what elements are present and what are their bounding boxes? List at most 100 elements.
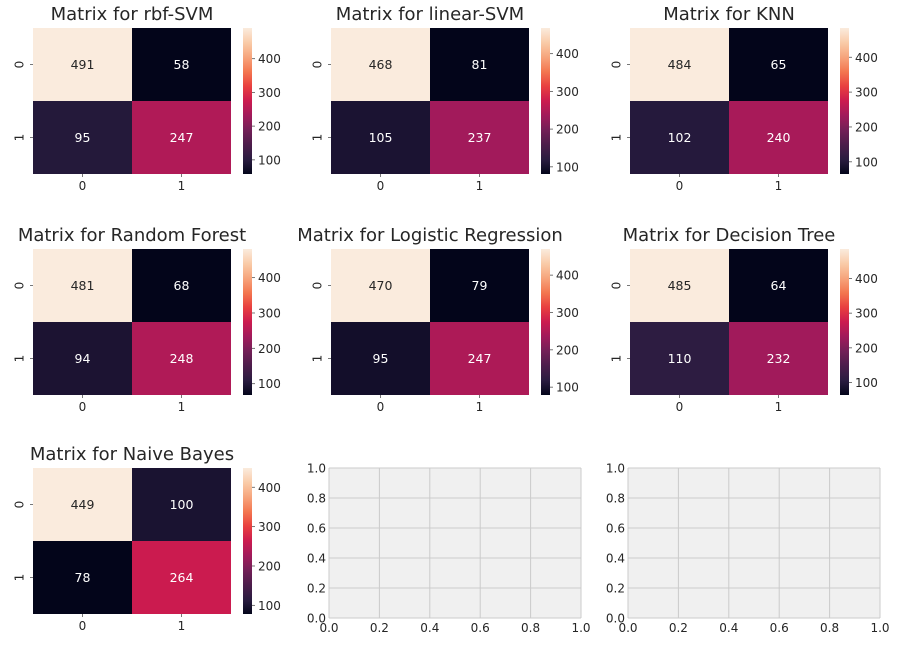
cell-value: 481 bbox=[71, 278, 95, 293]
cell-value: 78 bbox=[75, 570, 91, 585]
colorbar-tick-label: 200 bbox=[258, 120, 281, 134]
y-tick-label: 0 bbox=[311, 282, 325, 290]
y-tick-label: 0 bbox=[610, 282, 624, 290]
cell-value: 94 bbox=[75, 351, 91, 366]
y-tick-label: 0 bbox=[13, 61, 27, 69]
y-tick-label: 0.4 bbox=[307, 552, 326, 566]
heatmap-cell bbox=[33, 541, 132, 614]
heatmap-cell bbox=[331, 28, 430, 101]
heatmap-cell bbox=[729, 28, 828, 101]
x-tick-label: 1 bbox=[178, 179, 186, 193]
y-tick-label: 0.8 bbox=[606, 492, 625, 506]
heatmap-cell bbox=[331, 249, 430, 322]
heatmap-cell bbox=[729, 101, 828, 174]
x-tick-label: 0.6 bbox=[770, 621, 789, 635]
cell-value: 95 bbox=[373, 351, 389, 366]
cell-value: 102 bbox=[668, 130, 692, 145]
heatmap-title: Matrix for Decision Tree bbox=[623, 225, 836, 246]
heatmap-cell bbox=[630, 28, 729, 101]
x-tick-label: 0.0 bbox=[319, 621, 338, 635]
y-tick-label: 1 bbox=[13, 574, 27, 582]
colorbar-tick-label: 100 bbox=[258, 153, 281, 167]
heatmap-cell bbox=[630, 249, 729, 322]
y-tick-label: 1 bbox=[311, 134, 325, 142]
x-tick-label: 0 bbox=[79, 400, 87, 414]
y-tick-label: 1.0 bbox=[307, 462, 326, 476]
y-tick-label: 1 bbox=[13, 134, 27, 142]
colorbar-tick-label: 400 bbox=[258, 52, 281, 66]
x-tick-label: 0 bbox=[377, 400, 385, 414]
heatmap-cell bbox=[33, 101, 132, 174]
cell-value: 264 bbox=[170, 570, 194, 585]
y-tick-label: 1 bbox=[13, 355, 27, 363]
colorbar-tick-label: 400 bbox=[556, 269, 579, 283]
colorbar bbox=[541, 28, 550, 174]
x-tick-label: 1 bbox=[476, 179, 484, 193]
heatmap-title: Matrix for Naive Bayes bbox=[30, 444, 234, 465]
x-tick-label: 1 bbox=[178, 400, 186, 414]
y-tick-label: 0.6 bbox=[307, 522, 326, 536]
y-tick-label: 0.0 bbox=[606, 612, 625, 626]
colorbar bbox=[541, 249, 550, 395]
y-tick-label: 0 bbox=[610, 61, 624, 69]
heatmap-cell bbox=[33, 322, 132, 395]
colorbar-tick-label: 300 bbox=[556, 306, 579, 320]
heatmap-cell bbox=[132, 249, 231, 322]
x-tick-label: 0 bbox=[676, 179, 684, 193]
colorbar bbox=[840, 249, 849, 395]
x-tick-label: 0.2 bbox=[669, 621, 688, 635]
x-tick-label: 0.6 bbox=[471, 621, 490, 635]
cell-value: 95 bbox=[75, 130, 91, 145]
x-tick-label: 0 bbox=[377, 179, 385, 193]
x-tick-label: 0 bbox=[676, 400, 684, 414]
heatmap-cell bbox=[132, 468, 231, 541]
colorbar-tick-label: 100 bbox=[258, 599, 281, 613]
colorbar-tick-label: 100 bbox=[855, 376, 878, 390]
cell-value: 100 bbox=[170, 497, 194, 512]
cell-value: 240 bbox=[767, 130, 791, 145]
colorbar-tick-label: 400 bbox=[556, 47, 579, 61]
cell-value: 470 bbox=[369, 278, 393, 293]
colorbar-tick-label: 300 bbox=[556, 85, 579, 99]
cell-value: 68 bbox=[174, 278, 190, 293]
y-tick-label: 1 bbox=[610, 355, 624, 363]
y-tick-label: 0.6 bbox=[606, 522, 625, 536]
heatmap-title: Matrix for linear-SVM bbox=[336, 4, 524, 25]
colorbar-tick-label: 200 bbox=[258, 559, 281, 573]
cell-value: 64 bbox=[771, 278, 787, 293]
colorbar-tick-label: 200 bbox=[556, 343, 579, 357]
heatmap-cell bbox=[729, 322, 828, 395]
heatmap-cell bbox=[132, 28, 231, 101]
y-tick-label: 0.2 bbox=[307, 582, 326, 596]
x-tick-label: 0 bbox=[79, 179, 87, 193]
colorbar bbox=[243, 249, 252, 395]
cell-value: 110 bbox=[668, 351, 692, 366]
heatmap-title: Matrix for Logistic Regression bbox=[297, 225, 563, 246]
cell-value: 247 bbox=[170, 130, 194, 145]
cell-value: 248 bbox=[170, 351, 194, 366]
y-tick-label: 0.2 bbox=[606, 582, 625, 596]
cell-value: 81 bbox=[472, 57, 488, 72]
heatmap-cell bbox=[430, 249, 529, 322]
heatmap-cell bbox=[729, 249, 828, 322]
y-tick-label: 0.0 bbox=[307, 612, 326, 626]
cell-value: 449 bbox=[71, 497, 95, 512]
y-tick-label: 0.4 bbox=[606, 552, 625, 566]
colorbar-tick-label: 300 bbox=[258, 520, 281, 534]
heatmap-cell bbox=[132, 541, 231, 614]
cell-value: 105 bbox=[369, 130, 393, 145]
y-tick-label: 0 bbox=[13, 501, 27, 509]
colorbar-tick-label: 200 bbox=[258, 342, 281, 356]
colorbar-tick-label: 300 bbox=[258, 306, 281, 320]
cell-value: 237 bbox=[468, 130, 492, 145]
cell-value: 79 bbox=[472, 278, 488, 293]
x-tick-label: 0.8 bbox=[521, 621, 540, 635]
heatmap-title: Matrix for rbf-SVM bbox=[51, 4, 214, 25]
y-tick-label: 1 bbox=[610, 134, 624, 142]
heatmap-cell bbox=[33, 468, 132, 541]
colorbar-tick-label: 200 bbox=[855, 120, 878, 134]
x-tick-label: 0.8 bbox=[820, 621, 839, 635]
cell-value: 58 bbox=[174, 57, 190, 72]
heatmap-cell bbox=[430, 28, 529, 101]
y-tick-label: 0 bbox=[311, 61, 325, 69]
